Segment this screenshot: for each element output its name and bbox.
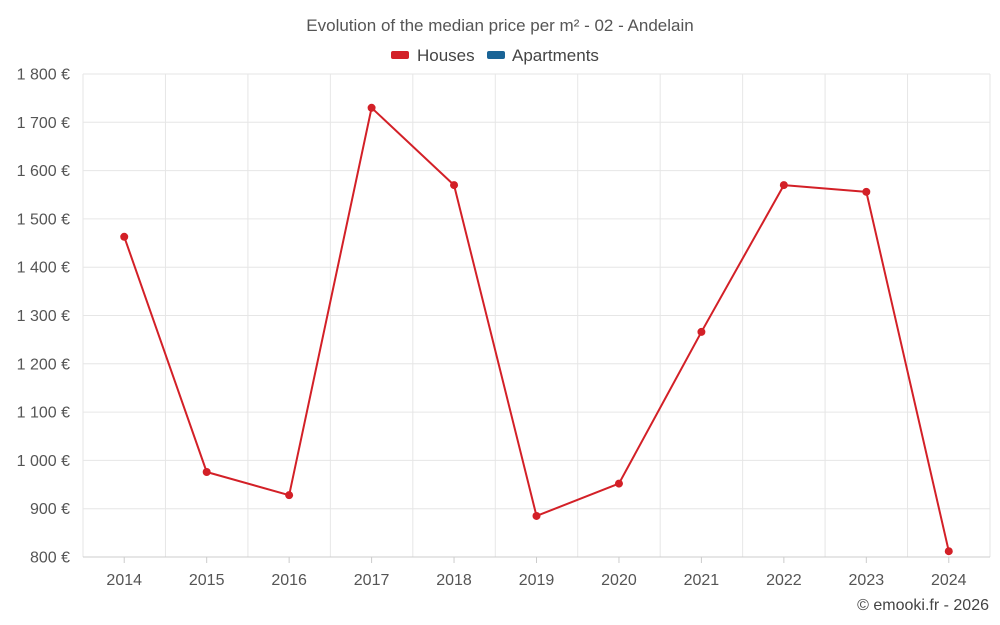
data-point[interactable] [944,547,953,556]
chart-title: Evolution of the median price per m² - 0… [306,16,693,35]
x-tick-label: 2017 [354,572,390,589]
data-point[interactable] [285,491,294,500]
grid [82,73,991,558]
data-point[interactable] [697,327,706,336]
data-point[interactable] [779,181,788,190]
y-tick-label: 1 700 € [17,115,70,132]
y-tick-label: 1 100 € [17,405,70,422]
legend-label-houses[interactable]: Houses [417,46,475,65]
data-point[interactable] [202,467,211,476]
y-tick-label: 1 600 € [17,163,70,180]
x-tick-label: 2020 [601,572,637,589]
y-tick-label: 800 € [30,550,70,567]
x-axis: 2014 2015 2016 2017 2018 2019 2020 2021 2022 2023… [83,556,990,589]
x-tick-label: 2019 [519,572,555,589]
x-tick-label: 2022 [766,572,802,589]
x-tick-label: 2015 [189,572,225,589]
y-tick-label: 1 800 € [17,67,70,84]
y-tick-label: 1 000 € [17,453,70,470]
y-tick-label: 1 400 € [17,260,70,277]
legend: Houses Apartments [391,46,599,65]
x-tick-label: 2024 [931,572,967,589]
x-tick-label: 2021 [684,572,720,589]
legend-label-apartments[interactable]: Apartments [512,46,599,65]
data-point[interactable] [862,187,871,196]
series-layer [120,103,953,556]
y-tick-label: 1 300 € [17,308,70,325]
x-tick-label: 2016 [271,572,307,589]
data-point[interactable] [450,181,459,190]
credit-text: © emooki.fr - 2026 [857,597,989,614]
data-point[interactable] [367,103,376,112]
x-tick-label: 2014 [106,572,142,589]
y-tick-label: 900 € [30,501,70,518]
data-point[interactable] [614,479,623,488]
y-axis: 800 € 900 € 1 000 € 1 100 € 1 200 € 1 300 € 1 … [17,67,70,567]
x-tick-label: 2023 [849,572,885,589]
y-tick-label: 1 500 € [17,211,70,228]
legend-swatch-apartments[interactable] [487,51,505,59]
x-tick-label: 2018 [436,572,472,589]
legend-swatch-houses[interactable] [391,51,409,59]
data-point[interactable] [532,511,541,520]
y-tick-label: 1 200 € [17,356,70,373]
data-point[interactable] [120,232,129,241]
